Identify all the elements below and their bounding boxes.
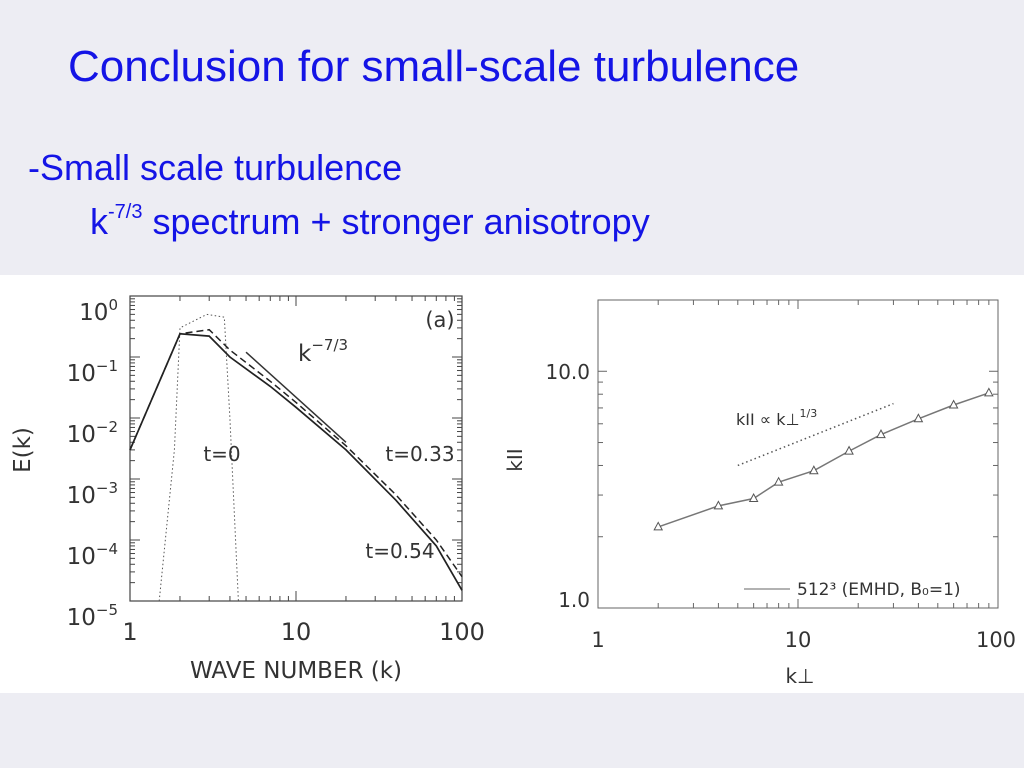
series-markers-emhd (653, 387, 994, 531)
series-line-emhd (657, 392, 990, 528)
right-x-ticks (597, 300, 999, 608)
left-y-tick-label: 10−5 (67, 601, 118, 631)
data-point-triangle (844, 445, 854, 455)
left-y-tick-exp: −1 (96, 357, 118, 375)
data-point-triangle (773, 476, 784, 486)
right-y-tick-label: 10.0 (545, 360, 590, 384)
right-x-axis-label: k⊥ (785, 664, 814, 688)
reference-line-k-7-3 (245, 351, 347, 443)
left-y-tick-label: 10−3 (67, 479, 118, 509)
left-y-axis-label: E(k) (10, 427, 36, 473)
left-y-ticks (130, 295, 462, 602)
reference-label-base: k (298, 341, 312, 367)
figure-svg: 1 10 100 100 10−1 10−2 10−3 10−4 10−5 WA… (10, 295, 1016, 688)
bullet-spectrum-text: spectrum + stronger anisotropy (142, 201, 650, 242)
data-point-triangle (876, 429, 886, 439)
reference-line-scaling (737, 402, 894, 467)
data-point-triangle (713, 500, 724, 510)
left-y-tick-exp: −4 (96, 540, 118, 558)
data-point-triangle (984, 387, 994, 397)
left-y-tick-exp: −3 (96, 479, 118, 497)
right-x-tick-label: 1 (591, 628, 604, 652)
data-point-triangle (913, 413, 924, 423)
left-y-tick-exp: 0 (108, 296, 118, 314)
reference-label-exp: −7/3 (311, 336, 348, 354)
data-point-triangle (809, 465, 819, 475)
left-y-tick-base: 10 (67, 483, 96, 509)
left-x-ticks (129, 296, 463, 601)
bullet-spectrum: k-7/3 spectrum + stronger anisotropy (90, 201, 650, 243)
figure-panel: 1 10 100 100 10−1 10−2 10−3 10−4 10−5 WA… (0, 275, 1024, 693)
left-y-tick-base: 10 (67, 605, 96, 631)
scaling-label: kII ∝ k⊥1/3 (736, 407, 817, 429)
data-point-triangle (748, 492, 759, 503)
right-chart: 1 10 100 10.0 1.0 k⊥ kII kII ∝ k⊥1/3 512… (503, 299, 1016, 688)
bullet-exponent: -7/3 (108, 201, 143, 223)
right-x-tick-label: 10 (785, 628, 812, 652)
right-x-tick-label: 100 (976, 628, 1016, 652)
right-y-axis-label: kII (503, 448, 527, 471)
left-x-tick-label: 10 (281, 618, 312, 646)
right-y-ticks (598, 299, 998, 609)
left-y-tick-base: 10 (79, 300, 108, 326)
left-x-axis-label: WAVE NUMBER (k) (190, 658, 402, 684)
left-y-tick-base: 10 (67, 422, 96, 448)
series-label-t033: t=0.33 (385, 442, 454, 466)
reference-label: k−7/3 (298, 336, 348, 367)
left-x-tick-label: 1 (122, 618, 137, 646)
bullet-k: k (90, 201, 108, 242)
left-y-tick-exp: −2 (96, 418, 118, 436)
left-y-tick-base: 10 (67, 361, 96, 387)
legend-label: 512³ (EMHD, B₀=1) (797, 580, 961, 600)
left-y-tick-base: 10 (67, 544, 96, 570)
series-line-t033 (129, 328, 463, 578)
right-y-tick-label: 1.0 (558, 588, 590, 612)
left-y-tick-label: 10−4 (67, 540, 118, 570)
data-point-triangle (948, 399, 959, 409)
series-label-t054: t=0.54 (365, 539, 434, 563)
left-y-tick-label: 10−2 (67, 418, 118, 448)
left-y-tick-exp: −5 (96, 601, 118, 619)
series-line-t054 (129, 332, 463, 591)
right-plot-frame (597, 299, 999, 609)
series-label-t0: t=0 (203, 442, 240, 466)
data-point-triangle (653, 521, 664, 531)
slide-title: Conclusion for small-scale turbulence (68, 42, 800, 91)
scaling-label-main: kII ∝ k⊥ (736, 410, 800, 429)
left-y-tick-label: 100 (79, 296, 118, 326)
panel-label: (a) (425, 308, 454, 332)
left-x-tick-label: 100 (439, 618, 485, 646)
left-y-tick-label: 10−1 (67, 357, 118, 387)
scaling-label-exp: 1/3 (800, 407, 818, 420)
left-chart: 1 10 100 100 10−1 10−2 10−3 10−4 10−5 WA… (10, 295, 485, 684)
bullet-small-scale: -Small scale turbulence (28, 147, 403, 188)
